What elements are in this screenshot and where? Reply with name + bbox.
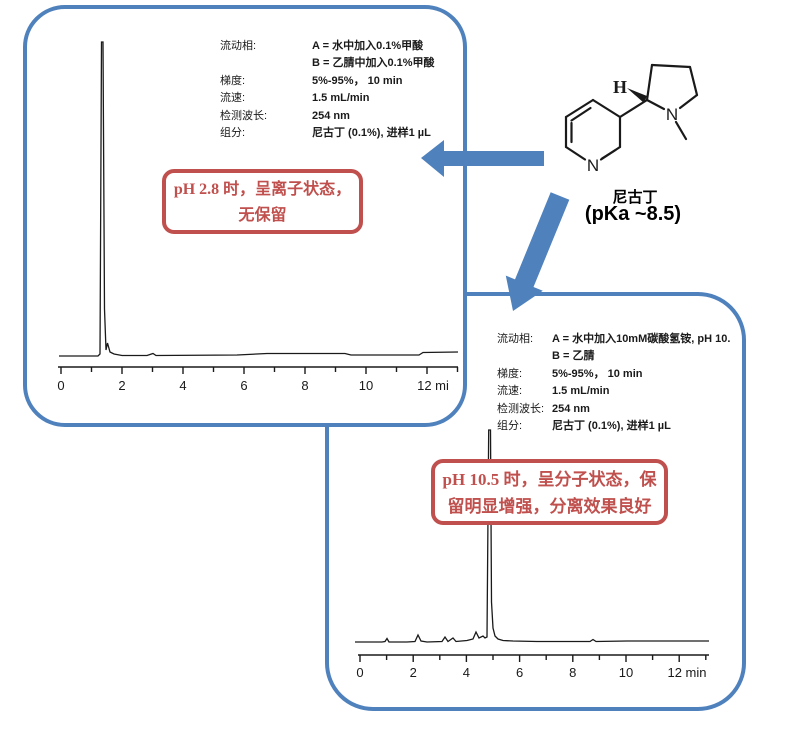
condition-label: 梯度: (497, 367, 523, 380)
x-axis (58, 366, 459, 374)
condition-value: 5%-95%， 10 min (552, 367, 643, 380)
chromatogram-trace (59, 41, 459, 357)
tick-label: 0 (356, 665, 363, 680)
condition-row: 组分: 尼古丁 (0.1%), 进样1 µL (497, 418, 730, 435)
condition-label: 流速: (497, 385, 523, 398)
condition-value: 尼古丁 (0.1%), 进样1 µL (312, 127, 431, 140)
chromatogram-ph2: 0 2 4 6 8 10 12 mi (57, 41, 459, 393)
condition-value: 1.5 mL/min (552, 385, 610, 398)
condition-row: 检测波长: 254 nm (497, 401, 730, 418)
tick-label: 6 (240, 378, 247, 393)
condition-label: 组分: (220, 127, 246, 140)
condition-value: 5%-95%， 10 min (312, 74, 403, 87)
condition-label: 组分: (497, 420, 523, 433)
x-axis-tick-labels: 0 2 4 6 8 10 12 min (356, 665, 706, 680)
condition-row: B = 乙腈中加入0.1%甲酸 (220, 55, 435, 72)
tick-label: 10 (619, 665, 633, 680)
callout-ph2: pH 2.8 时，呈离子状态， 无保留 (162, 169, 363, 234)
conditions-ph10: 流动相: A = 水中加入10mM碳酸氢铵, pH 10. B = 乙腈 梯度:… (497, 331, 730, 435)
tick-label: 2 (118, 378, 125, 393)
callout-line: pH 2.8 时，呈离子状态， (173, 181, 352, 198)
nicotine-structure: H N N (564, 63, 699, 175)
condition-value: A = 水中加入10mM碳酸氢铵, pH 10. (552, 333, 731, 345)
tick-label: 4 (179, 378, 186, 393)
condition-value: 254 nm (552, 402, 590, 415)
conditions-ph2: 流动相: A = 水中加入0.1%甲酸 B = 乙腈中加入0.1%甲酸 梯度: … (220, 38, 435, 142)
molecule-name: 尼古丁 (612, 189, 658, 206)
callout-line: 留明显增强，分离效果良好 (447, 497, 652, 516)
x-axis-tick-labels: 0 2 4 6 8 10 12 mi (57, 378, 449, 393)
tick-label: 12 mi (417, 378, 449, 393)
condition-row: 检测波长: 254 nm (220, 108, 435, 125)
condition-label: 检测波长: (220, 109, 268, 122)
x-axis (358, 654, 709, 662)
tick-label: 6 (516, 665, 523, 680)
callout-line: 无保留 (238, 207, 287, 224)
condition-label: 流动相: (497, 333, 534, 345)
callout-line: pH 10.5 时，呈分子状态，保 (442, 470, 657, 489)
chromatogram-trace (355, 429, 709, 643)
panel-ph2-chromatogram: 0 2 4 6 8 10 12 mi 流动相: A = 水中加入0.1%甲酸 B… (23, 5, 467, 427)
tick-label: 10 (359, 378, 373, 393)
panel-ph10-chromatogram: 0 2 4 6 8 10 12 min 流动相: A = 水中加入10mM碳酸氢… (325, 292, 746, 711)
h-atom-label: H (613, 77, 627, 97)
tick-label: 8 (569, 665, 576, 680)
pyridine-n-label: N (587, 156, 599, 175)
condition-row: 梯度: 5%-95%， 10 min (220, 73, 435, 90)
condition-row: 流动相: A = 水中加入10mM碳酸氢铵, pH 10. (497, 331, 730, 348)
condition-label: 流动相: (220, 40, 257, 52)
tick-label: 8 (301, 378, 308, 393)
condition-label: 流速: (220, 92, 246, 105)
condition-row: 流动相: A = 水中加入0.1%甲酸 (220, 38, 435, 55)
condition-value: 1.5 mL/min (312, 92, 370, 105)
tick-label: 4 (463, 665, 470, 680)
chromatogram-ph10: 0 2 4 6 8 10 12 min (355, 429, 709, 680)
condition-value: 254 nm (312, 109, 350, 122)
condition-row: B = 乙腈 (497, 348, 730, 365)
stereo-wedge (627, 88, 647, 103)
tick-label: 2 (410, 665, 417, 680)
condition-row: 流速: 1.5 mL/min (497, 383, 730, 400)
condition-label: 检测波长: (497, 402, 545, 415)
condition-label: 梯度: (220, 74, 246, 87)
condition-row: 组分: 尼古丁 (0.1%), 进样1 µL (220, 125, 435, 142)
tick-label: 12 min (667, 665, 706, 680)
condition-row: 流速: 1.5 mL/min (220, 90, 435, 107)
condition-value: B = 乙腈中加入0.1%甲酸 (312, 57, 435, 70)
molecule-pka: (pKa ~8.5) (584, 203, 682, 225)
condition-row: 梯度: 5%-95%， 10 min (497, 366, 730, 383)
pyrrolidine-n-label: N (666, 105, 678, 124)
condition-value: B = 乙腈 (552, 350, 595, 363)
tick-label: 0 (57, 378, 64, 393)
condition-value: 尼古丁 (0.1%), 进样1 µL (552, 420, 671, 433)
condition-value: A = 水中加入0.1%甲酸 (312, 40, 424, 52)
callout-ph10: pH 10.5 时，呈分子状态，保 留明显增强，分离效果良好 (431, 459, 668, 525)
